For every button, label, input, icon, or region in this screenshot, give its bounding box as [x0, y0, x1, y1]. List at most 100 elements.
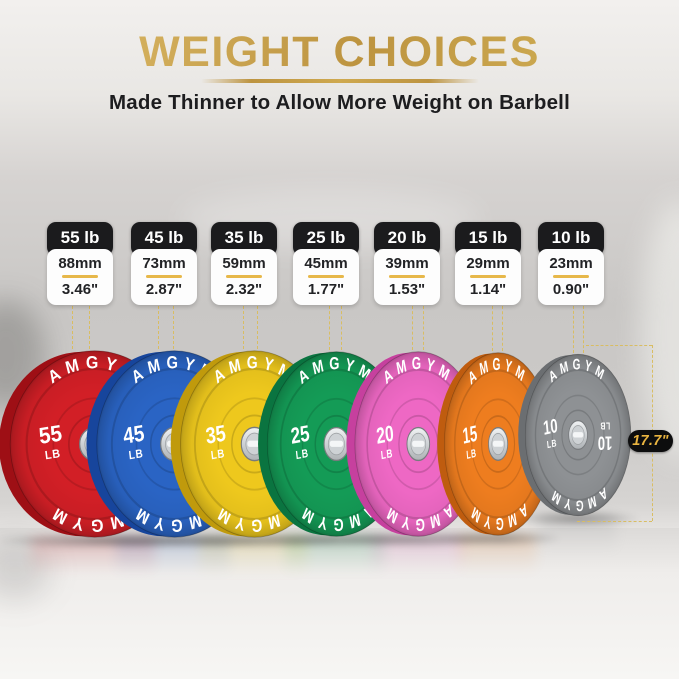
svg-text:10: 10 — [598, 432, 612, 454]
plate-weight-label: 45 LB — [122, 421, 146, 463]
plate-groove-outer — [534, 368, 622, 502]
plate-shadow — [0, 532, 189, 549]
svg-text:45: 45 — [122, 421, 146, 449]
weight-card-body: 88mm 3.46" — [47, 249, 113, 305]
plate-groove-mid — [551, 394, 605, 476]
svg-text:LB: LB — [44, 448, 62, 463]
thickness-mm: 29mm — [466, 255, 510, 272]
card-divider — [470, 275, 506, 278]
plate-10lb: AMGYM AMGYM 10 LB 10 LB — [518, 353, 632, 517]
card-divider — [308, 275, 344, 278]
thickness-guide-line — [157, 306, 159, 349]
card-divider — [62, 275, 98, 278]
plate-weight-label: 55 LB — [37, 420, 63, 463]
svg-text:LB: LB — [466, 447, 477, 463]
thickness-guide-line — [243, 306, 244, 349]
thickness-inches: 1.14" — [469, 281, 507, 298]
thickness-inches: 1.77" — [307, 281, 345, 298]
weight-card: 35 lb 59mm 2.32" — [211, 222, 277, 305]
plate-shadow — [343, 531, 491, 548]
svg-text:LB: LB — [600, 420, 610, 432]
plate-reflection — [538, 515, 616, 567]
weight-card: 45 lb 73mm 2.87" — [131, 222, 197, 305]
plate-reflection — [199, 537, 307, 589]
svg-text:55: 55 — [37, 420, 63, 449]
thickness-mm: 45mm — [304, 255, 348, 272]
page-subtitle: Made Thinner to Allow More Weight on Bar… — [109, 91, 570, 114]
svg-text:25: 25 — [290, 421, 311, 449]
thickness-guide-line — [411, 306, 413, 350]
thickness-guide-line — [71, 306, 73, 349]
plate-shadow — [84, 532, 262, 549]
plate-reflection — [116, 537, 230, 589]
plate-hub — [323, 426, 350, 462]
plate-weight-label: 10 LB — [542, 414, 558, 451]
thickness-guide-line — [492, 306, 493, 351]
thickness-inches: 3.46" — [61, 281, 99, 298]
thickness-mm: 23mm — [549, 255, 593, 272]
plate-shadow — [255, 531, 415, 548]
weight-card-body: 23mm 0.90" — [538, 249, 604, 305]
wall-light-band — [640, 200, 679, 460]
plate-hub — [568, 419, 588, 451]
plate-groove-inner — [481, 415, 516, 473]
card-divider — [146, 275, 182, 278]
card-divider — [389, 275, 425, 278]
thickness-mm: 39mm — [385, 255, 429, 272]
plate-reflection — [370, 536, 464, 588]
weight-card-body: 29mm 1.14" — [455, 249, 521, 305]
diameter-guide-top — [586, 345, 652, 346]
floor — [0, 528, 679, 679]
plate-weight-label: 25 LB — [290, 421, 311, 463]
plate-weight-label: 35 LB — [204, 421, 227, 463]
plate-weight-label: 15 LB — [462, 420, 479, 463]
diameter-badge: 17.7" — [628, 430, 673, 452]
thickness-mm: 73mm — [142, 255, 186, 272]
title-underline — [200, 79, 479, 83]
svg-text:LB: LB — [380, 448, 393, 463]
thickness-mm: 59mm — [222, 255, 266, 272]
thickness-guide-line — [422, 306, 424, 350]
weight-card: 20 lb 39mm 1.53" — [374, 222, 440, 305]
diameter-value: 17.7" — [632, 433, 669, 449]
thickness-guide-line — [583, 306, 584, 353]
svg-text:35: 35 — [204, 421, 227, 450]
thickness-inches: 0.90" — [552, 281, 590, 298]
svg-text:LB: LB — [128, 447, 144, 462]
header: WEIGHT CHOICES Made Thinner to Allow Mor… — [0, 28, 679, 115]
thickness-guide-line — [257, 306, 258, 349]
svg-text:LB: LB — [546, 437, 557, 451]
thickness-guide-line — [329, 306, 330, 350]
plate-weight-mirrored: 10 LB — [598, 420, 612, 454]
diameter-guide-bottom — [577, 521, 652, 522]
plate-groove-inner — [561, 409, 595, 461]
plate-hub — [488, 427, 509, 461]
weight-card-body: 73mm 2.87" — [131, 249, 197, 305]
weight-card: 55 lb 88mm 3.46" — [47, 222, 113, 305]
plate-shadow — [514, 510, 640, 527]
card-divider — [226, 275, 262, 278]
plate-reflection — [31, 537, 155, 589]
thickness-guide-line — [573, 306, 574, 353]
weight-card: 25 lb 45mm 1.77" — [293, 222, 359, 305]
svg-text:LB: LB — [210, 447, 225, 463]
plate-hub — [406, 426, 431, 462]
thickness-guide-line — [88, 306, 90, 349]
svg-text:LB: LB — [295, 448, 309, 463]
plate-shadow — [433, 530, 561, 547]
plate-reflection — [457, 535, 537, 587]
thickness-inches: 2.87" — [145, 281, 183, 298]
weight-card-body: 45mm 1.77" — [293, 249, 359, 305]
thickness-guide-line — [172, 306, 174, 349]
thickness-guide-line — [502, 306, 503, 351]
svg-text:15: 15 — [462, 420, 479, 449]
thickness-guide-line — [341, 306, 342, 350]
plate-shadow — [168, 532, 338, 549]
svg-text:10: 10 — [542, 414, 558, 439]
weight-card: 15 lb 29mm 1.14" — [455, 222, 521, 305]
weight-card-body: 59mm 2.32" — [211, 249, 277, 305]
thickness-mm: 88mm — [58, 255, 102, 272]
thickness-inches: 1.53" — [388, 281, 426, 298]
svg-text:20: 20 — [375, 421, 395, 450]
